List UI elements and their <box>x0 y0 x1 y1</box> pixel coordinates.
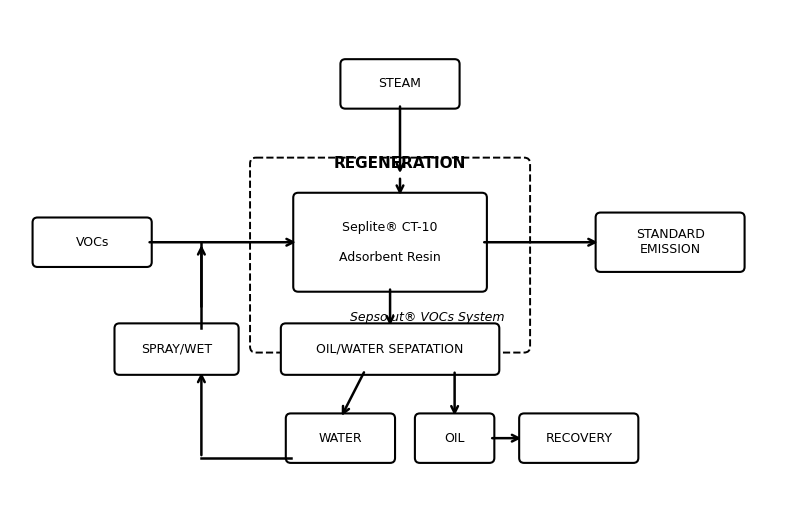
Text: VOCs: VOCs <box>75 236 109 249</box>
FancyBboxPatch shape <box>33 217 152 267</box>
FancyBboxPatch shape <box>114 323 238 375</box>
FancyBboxPatch shape <box>294 193 487 291</box>
FancyBboxPatch shape <box>415 414 494 463</box>
FancyBboxPatch shape <box>341 59 459 108</box>
Text: RECOVERY: RECOVERY <box>546 432 612 445</box>
Text: Sepsolut® VOCs System: Sepsolut® VOCs System <box>350 311 505 324</box>
Text: REGENERATION: REGENERATION <box>334 156 466 170</box>
Text: Seplite® CT-10

Adsorbent Resin: Seplite® CT-10 Adsorbent Resin <box>339 221 441 264</box>
FancyBboxPatch shape <box>596 213 745 272</box>
FancyBboxPatch shape <box>281 323 499 375</box>
Text: WATER: WATER <box>318 432 362 445</box>
Text: SPRAY/WET: SPRAY/WET <box>141 343 212 355</box>
Text: OIL: OIL <box>444 432 465 445</box>
Text: STEAM: STEAM <box>378 77 422 90</box>
FancyBboxPatch shape <box>519 414 638 463</box>
Text: STANDARD
EMISSION: STANDARD EMISSION <box>636 228 705 256</box>
Text: OIL/WATER SEPATATION: OIL/WATER SEPATATION <box>316 343 464 355</box>
FancyBboxPatch shape <box>286 414 395 463</box>
